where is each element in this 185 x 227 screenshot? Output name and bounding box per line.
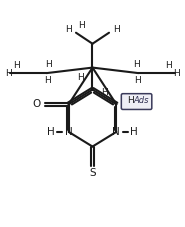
Text: H: H [165, 61, 172, 70]
Text: H: H [134, 76, 141, 85]
Text: H: H [113, 25, 120, 34]
Text: N: N [112, 127, 120, 137]
Text: H: H [77, 73, 84, 82]
Text: H: H [45, 60, 52, 69]
Text: H: H [13, 61, 20, 70]
Text: H: H [127, 96, 134, 105]
Text: Ads: Ads [133, 96, 149, 105]
Text: S: S [89, 168, 96, 178]
Text: H: H [101, 88, 108, 97]
Text: H: H [5, 69, 11, 78]
Text: H: H [130, 127, 138, 137]
Text: O: O [32, 99, 41, 109]
Text: H: H [133, 60, 140, 69]
Text: H: H [65, 25, 72, 34]
Text: H: H [78, 21, 85, 30]
Text: H: H [47, 127, 55, 137]
FancyBboxPatch shape [121, 94, 152, 109]
Text: H: H [174, 69, 180, 78]
Text: H: H [44, 76, 51, 85]
Text: N: N [65, 127, 73, 137]
